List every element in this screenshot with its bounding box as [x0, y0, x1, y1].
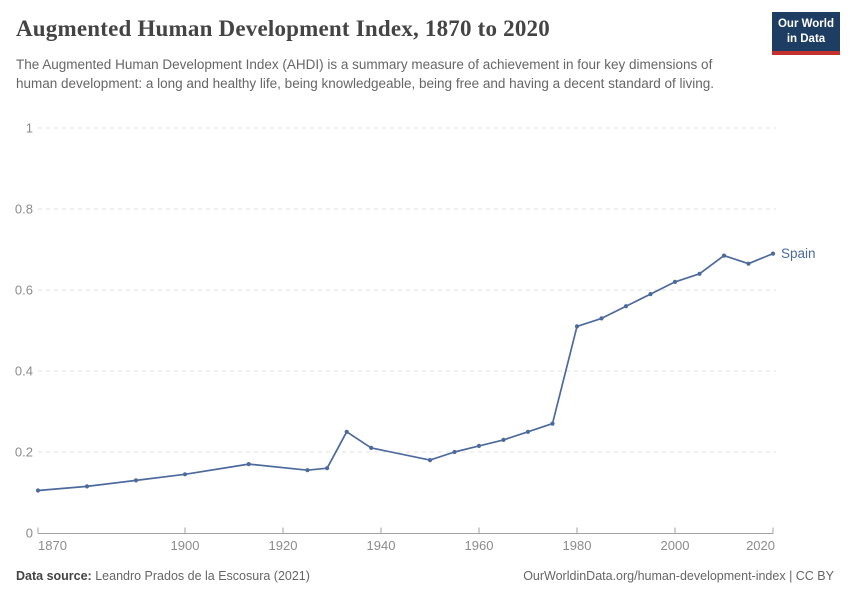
data-point[interactable]	[770, 251, 776, 256]
data-point[interactable]	[525, 429, 531, 434]
data-point[interactable]	[305, 468, 310, 473]
series-line-spain[interactable]	[37, 252, 774, 492]
x-axis-label: 1980	[563, 538, 592, 553]
data-source: Data source: Leandro Prados de la Escosu…	[16, 569, 310, 583]
data-source-label: Data source:	[16, 569, 92, 583]
x-axis-label: 1870	[38, 538, 67, 553]
data-point[interactable]	[550, 421, 555, 426]
y-axis-label: 0	[26, 526, 33, 541]
data-point[interactable]	[672, 279, 678, 284]
data-point[interactable]	[325, 466, 330, 471]
x-axis-label: 2020	[746, 538, 775, 553]
data-point[interactable]	[623, 304, 629, 309]
y-axis-label: 0.4	[15, 364, 33, 379]
data-point[interactable]	[697, 271, 702, 276]
data-point[interactable]	[648, 292, 653, 297]
data-point[interactable]	[35, 488, 41, 493]
x-axis-label: 1920	[269, 538, 298, 553]
page-title: Augmented Human Development Index, 1870 …	[16, 16, 550, 41]
x-axis-label: 1960	[465, 538, 494, 553]
data-point[interactable]	[84, 484, 90, 489]
x-axis-label: 1940	[367, 538, 396, 553]
data-point[interactable]	[476, 443, 482, 448]
data-point[interactable]	[344, 429, 349, 434]
data-point[interactable]	[599, 316, 604, 321]
data-point[interactable]	[182, 472, 188, 477]
data-point[interactable]	[574, 324, 580, 329]
owid-logo-line2: in Data	[786, 32, 826, 45]
attribution-link[interactable]: OurWorldinData.org/human-development-ind…	[523, 569, 834, 583]
x-axis-label: 1900	[171, 538, 200, 553]
data-point[interactable]	[721, 253, 727, 258]
y-axis-label: 0.2	[15, 445, 33, 460]
x-axis-label: 2000	[661, 538, 690, 553]
data-source-text: Leandro Prados de la Escosura (2021)	[91, 569, 310, 583]
series-label-spain: Spain	[781, 246, 816, 261]
data-point[interactable]	[746, 261, 751, 266]
owid-logo-line1: Our World	[777, 18, 834, 30]
chart-subtitle: The Augmented Human Development Index (A…	[16, 57, 714, 92]
data-point[interactable]	[133, 478, 139, 483]
y-axis-label: 0.6	[15, 283, 33, 298]
y-axis-label: 0.8	[15, 202, 33, 217]
owid-logo: Our World in Data	[772, 12, 840, 55]
data-point[interactable]	[501, 437, 506, 442]
data-point[interactable]	[452, 449, 457, 455]
data-point[interactable]	[246, 462, 251, 467]
data-point[interactable]	[427, 458, 433, 463]
y-axis-label: 1	[26, 121, 33, 136]
data-point[interactable]	[369, 445, 374, 450]
